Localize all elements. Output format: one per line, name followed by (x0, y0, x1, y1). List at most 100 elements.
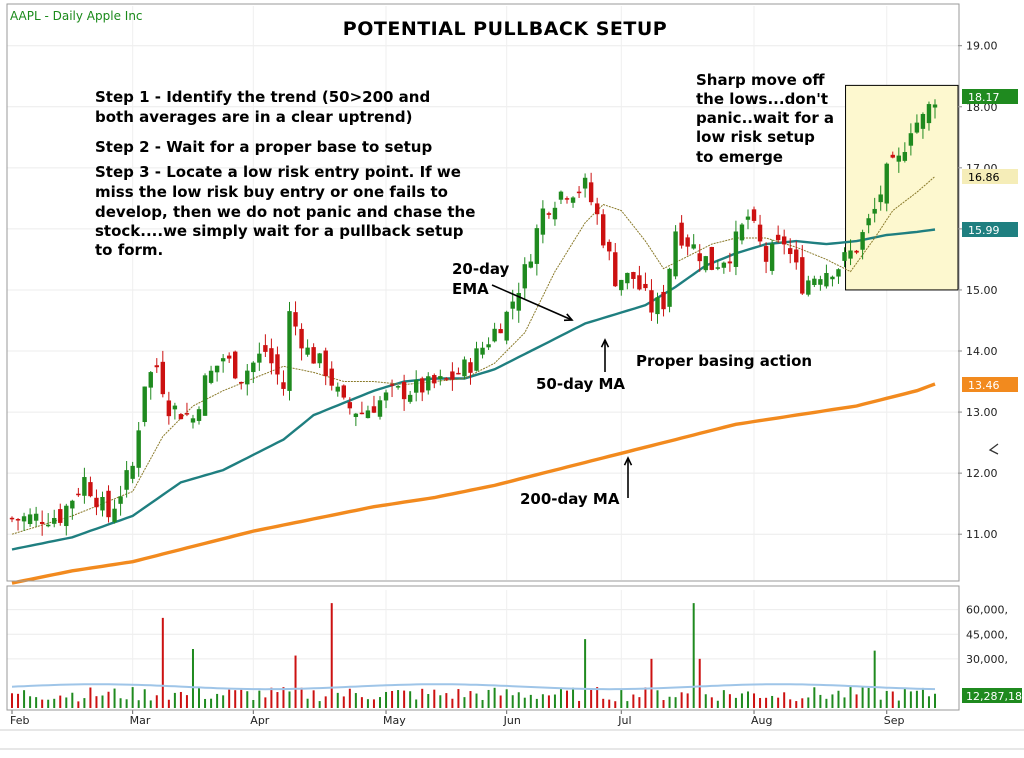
candle-body (456, 372, 461, 375)
candle-body (323, 350, 328, 377)
candle (202, 373, 208, 416)
candle (148, 370, 153, 400)
candle-body (848, 250, 853, 259)
candle-body (251, 362, 256, 373)
arrow-shaft (491, 284, 573, 321)
candle (480, 341, 485, 359)
candle (257, 342, 262, 371)
candle-body (812, 278, 817, 285)
candle-body (667, 268, 672, 307)
candle (317, 352, 322, 369)
candle (932, 99, 938, 119)
volume-tick-label: 45,000, (966, 628, 1008, 641)
candle-body (866, 218, 871, 226)
candle-body (631, 272, 636, 279)
candle-body (27, 514, 33, 525)
candle (239, 381, 244, 390)
candle-body (679, 222, 684, 246)
last-close-label: 18.17 (968, 91, 1000, 104)
candle (588, 172, 594, 206)
price-tick-label: 11.00 (966, 528, 998, 541)
price-panel-border (6, 3, 960, 582)
step3-line5: to form. (95, 241, 164, 259)
candle (305, 339, 310, 357)
candle (112, 499, 117, 524)
candle-body (184, 413, 190, 415)
candle-body (781, 236, 787, 245)
candle (788, 238, 793, 264)
price-tick-label: 12.00 (966, 467, 998, 480)
candle (619, 279, 624, 296)
candle-body (576, 191, 582, 194)
candle (546, 211, 552, 219)
candle-body (269, 348, 274, 364)
annotation-arrows (491, 284, 633, 498)
candle (432, 373, 437, 389)
candle-body (70, 500, 75, 509)
candle (540, 200, 546, 244)
ma200-arrow (623, 456, 633, 498)
candle-body (637, 275, 642, 290)
candle (570, 196, 576, 208)
candle (118, 485, 123, 516)
candle (226, 352, 232, 363)
candle-body (588, 182, 594, 203)
candle (468, 357, 473, 385)
candle-body (353, 413, 359, 417)
candle (389, 379, 395, 398)
candle (94, 489, 99, 516)
candle (896, 147, 902, 173)
candle (154, 358, 159, 373)
candle (631, 271, 636, 289)
candle (106, 485, 111, 523)
candle-body (208, 370, 214, 383)
candle (884, 162, 889, 212)
volume-panel-border (6, 585, 960, 711)
candle-body (745, 216, 751, 220)
candle (251, 361, 256, 384)
candle (462, 356, 467, 380)
candle-body (45, 524, 51, 527)
candle-body (154, 365, 159, 368)
ema20-label-line1: 20-day (452, 260, 510, 278)
candle-body (685, 237, 690, 247)
candle-body (806, 280, 811, 295)
arrow-head (623, 456, 633, 466)
candle (474, 341, 479, 372)
candle (136, 421, 141, 477)
candle (420, 376, 425, 402)
candle-body (733, 231, 739, 267)
candle-body (558, 191, 564, 200)
ma200-label: 200-day MA (520, 490, 620, 508)
candle-body (395, 386, 401, 388)
candle-body (878, 194, 883, 203)
step3-line3: develop, then we do not panic and chase … (95, 203, 476, 221)
candle (45, 513, 51, 528)
candle (233, 350, 238, 380)
candle (492, 322, 497, 343)
candle-body (106, 490, 111, 518)
candle (637, 265, 642, 291)
chart-title: POTENTIAL PULLBACK SETUP (342, 18, 668, 40)
candle-body (522, 264, 527, 289)
month-label: Mar (130, 714, 151, 727)
last-volume-label: 12,287,18 (966, 690, 1022, 703)
candle (365, 405, 371, 419)
candle-body (715, 267, 721, 269)
step3-line2: miss the low risk buy entry or one fails… (95, 183, 448, 201)
candle-body (226, 355, 232, 359)
candle-body (673, 231, 678, 277)
candle (920, 112, 926, 139)
candle-body (305, 347, 310, 355)
candle (534, 224, 540, 276)
candle-body (432, 375, 437, 384)
candle (190, 414, 196, 429)
candle-body (896, 155, 902, 162)
candle-body (257, 353, 262, 363)
candle (528, 254, 534, 269)
candle-body (52, 517, 57, 524)
last-ma200-tag: 13.46 (962, 377, 1018, 392)
candle-body (800, 257, 805, 294)
candle (908, 123, 914, 156)
